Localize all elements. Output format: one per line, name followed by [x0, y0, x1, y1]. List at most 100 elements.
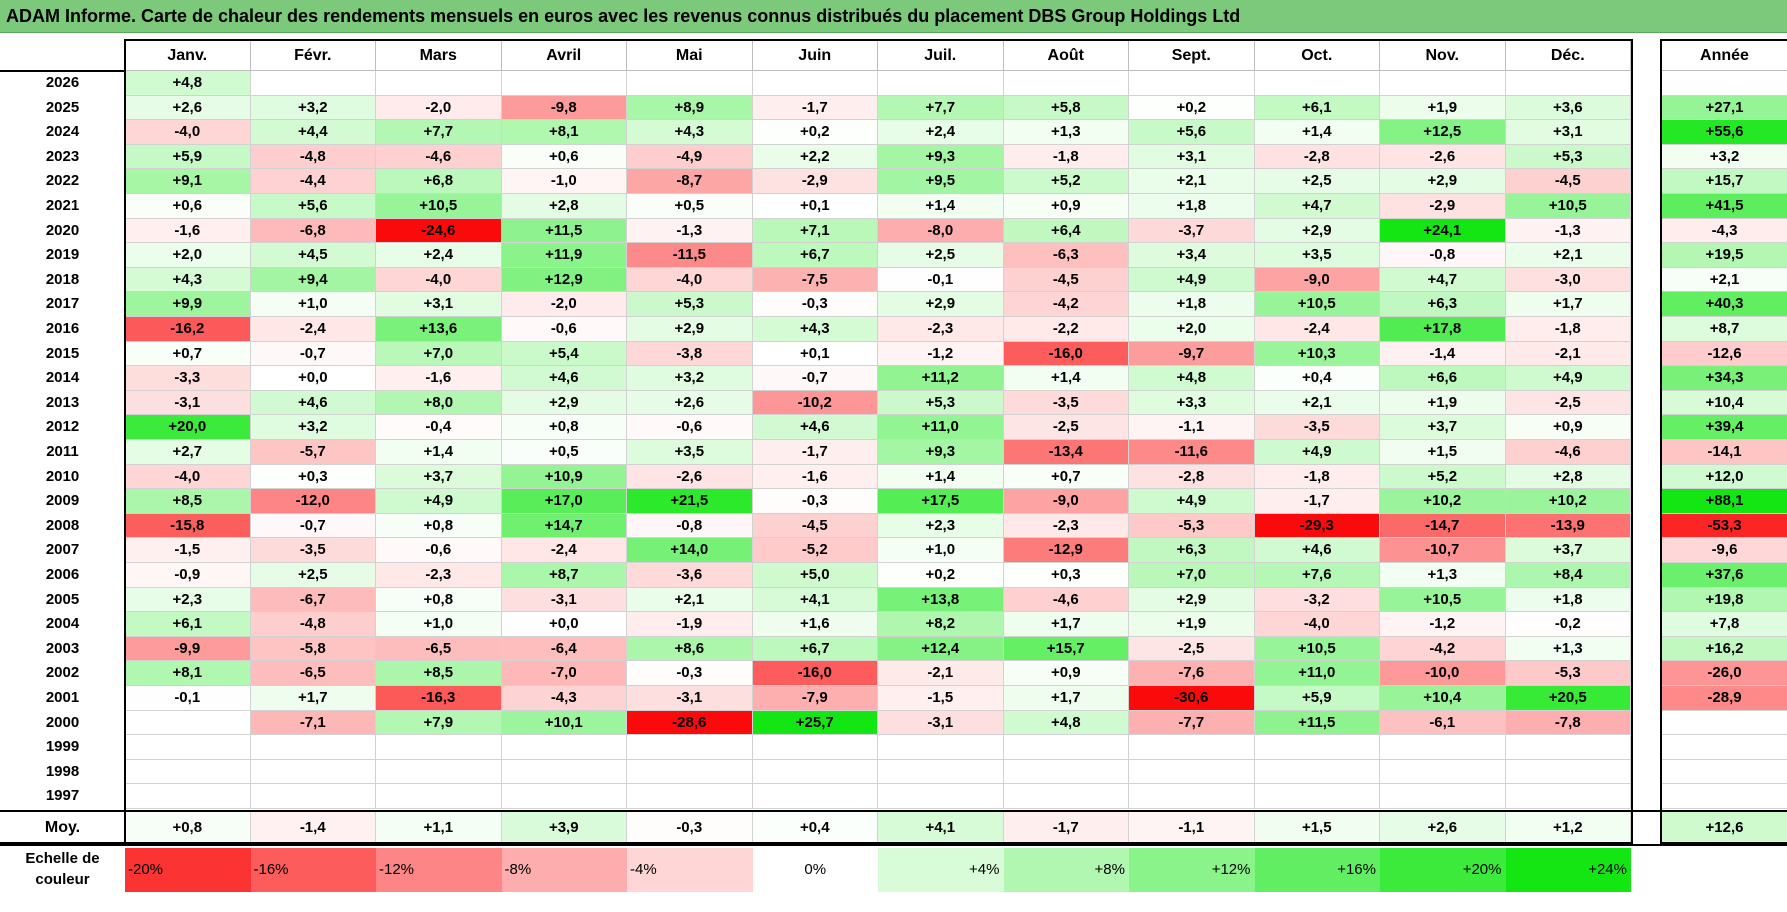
heatmap-cell: +6,4 — [1003, 218, 1129, 244]
heatmap-cell: +12,4 — [878, 636, 1004, 662]
year-label: 1998 — [45, 762, 80, 780]
heatmap-cell: +1,4 — [1254, 120, 1380, 145]
heatmap-cell: -5,2 — [752, 538, 878, 563]
heatmap-cell: -0,7 — [250, 513, 376, 539]
heatmap-cell: +0,4 — [1254, 366, 1380, 391]
annual-cell: +41,5 — [1662, 194, 1787, 219]
heatmap-cell: +2,5 — [250, 563, 376, 588]
year-label: 2013 — [45, 393, 80, 411]
annual-cell — [1662, 71, 1787, 96]
heatmap-cell: -16,0 — [752, 661, 878, 686]
annual-cell: -28,9 — [1662, 686, 1787, 711]
heatmap-cell — [250, 71, 376, 96]
color-scale-step: -16% — [250, 848, 376, 892]
heatmap-cell: +5,6 — [1129, 120, 1255, 145]
heatmap-cell — [752, 759, 878, 785]
heatmap-cell — [878, 759, 1004, 785]
annual-cell: +19,8 — [1662, 587, 1787, 613]
annual-cell: +10,4 — [1662, 390, 1787, 416]
heatmap-cell: -10,7 — [1380, 538, 1506, 563]
heatmap-cell: -29,3 — [1254, 513, 1380, 539]
heatmap-cell: -4,2 — [1380, 636, 1506, 662]
heatmap-cell: -2,8 — [1254, 144, 1380, 170]
heatmap-cell: +11,5 — [501, 218, 627, 244]
heatmap-cell: +2,1 — [627, 587, 753, 613]
heatmap-cell — [125, 735, 251, 760]
average-cell: +1,1 — [376, 812, 502, 843]
heatmap-cell: -3,1 — [501, 587, 627, 613]
heatmap-cell: -2,0 — [376, 95, 502, 121]
heatmap-cell: -1,4 — [1380, 341, 1506, 367]
heatmap-cell: -0,3 — [752, 489, 878, 514]
heatmap-cell: +17,5 — [878, 489, 1004, 514]
year-label: 2005 — [45, 590, 80, 608]
heatmap-cell: +6,3 — [1129, 538, 1255, 563]
heatmap-cell — [1505, 759, 1631, 785]
month-header: Sept. — [1129, 40, 1255, 71]
heatmap-cell: -2,5 — [1003, 415, 1129, 440]
heatmap-cell: -0,6 — [627, 415, 753, 440]
heatmap-cell: +1,9 — [1380, 95, 1506, 121]
year-label: 2015 — [45, 344, 80, 362]
heatmap-cell — [1380, 759, 1506, 785]
heatmap-cell: +3,1 — [1129, 144, 1255, 170]
average-separator — [0, 810, 1787, 812]
heatmap-cell: +2,3 — [878, 513, 1004, 539]
heatmap-cell: +9,3 — [878, 144, 1004, 170]
heatmap-cell: +15,7 — [1003, 636, 1129, 662]
average-cell: +1,5 — [1254, 812, 1380, 843]
heatmap-cell: +1,9 — [1129, 612, 1255, 637]
heatmap-cell — [1380, 784, 1506, 809]
heatmap-cell: -7,7 — [1129, 710, 1255, 736]
heatmap-cell: +12,5 — [1380, 120, 1506, 145]
heatmap-cell: -5,7 — [250, 440, 376, 465]
heatmap-cell: +2,9 — [1380, 169, 1506, 194]
average-cell: -1,4 — [250, 812, 376, 843]
heatmap-cell — [627, 735, 753, 760]
heatmap-cell: +10,5 — [1380, 587, 1506, 613]
heatmap-cell: +10,5 — [1505, 194, 1631, 219]
color-scale-step: +20% — [1380, 848, 1506, 892]
heatmap-cell: +24,1 — [1380, 218, 1506, 244]
heatmap-cell: -0,8 — [1380, 243, 1506, 268]
average-cell: +3,9 — [501, 812, 627, 843]
heatmap-cell: +7,9 — [376, 710, 502, 736]
heatmap-cell: -9,7 — [1129, 341, 1255, 367]
heatmap-cell: -4,8 — [250, 612, 376, 637]
heatmap-cell — [1129, 71, 1255, 96]
heatmap-cell: +14,0 — [627, 538, 753, 563]
annual-cell — [1662, 759, 1787, 785]
heatmap-cell — [1505, 735, 1631, 760]
heatmap-cell: +2,0 — [1129, 317, 1255, 342]
heatmap-cell: -0,2 — [1505, 612, 1631, 637]
heatmap-cell: +7,1 — [752, 218, 878, 244]
heatmap-cell: +0,2 — [878, 563, 1004, 588]
heatmap-cell: -16,0 — [1003, 341, 1129, 367]
heatmap-cell: +10,3 — [1254, 341, 1380, 367]
month-header: Janv. — [125, 40, 251, 71]
heatmap-cell: +2,7 — [125, 440, 251, 465]
heatmap-cell: -4,3 — [501, 686, 627, 711]
heatmap-cell — [878, 735, 1004, 760]
heatmap-cell: +6,1 — [125, 612, 251, 637]
heatmap-cell: +8,4 — [1505, 563, 1631, 588]
legend-separator — [0, 844, 1787, 846]
heatmap-cell: +1,5 — [1380, 440, 1506, 465]
heatmap-cell: -7,6 — [1129, 661, 1255, 686]
heatmap-cell: +8,1 — [501, 120, 627, 145]
heatmap-cell: +11,9 — [501, 243, 627, 268]
year-label: 2018 — [45, 270, 80, 288]
heatmap-cell: +3,4 — [1129, 243, 1255, 268]
heatmap-cell: +3,2 — [250, 95, 376, 121]
heatmap-cell: +3,7 — [1380, 415, 1506, 440]
heatmap-cell: +21,5 — [627, 489, 753, 514]
annual-cell: +37,6 — [1662, 563, 1787, 588]
heatmap-cell: -0,8 — [627, 513, 753, 539]
heatmap-cell: +1,4 — [376, 440, 502, 465]
heatmap-cell — [878, 784, 1004, 809]
heatmap-cell: +1,8 — [1129, 194, 1255, 219]
heatmap-cell: +2,9 — [1129, 587, 1255, 613]
heatmap-cell: +3,3 — [1129, 390, 1255, 416]
heatmap-cell: +0,9 — [1505, 415, 1631, 440]
heatmap-cell: +4,1 — [752, 587, 878, 613]
